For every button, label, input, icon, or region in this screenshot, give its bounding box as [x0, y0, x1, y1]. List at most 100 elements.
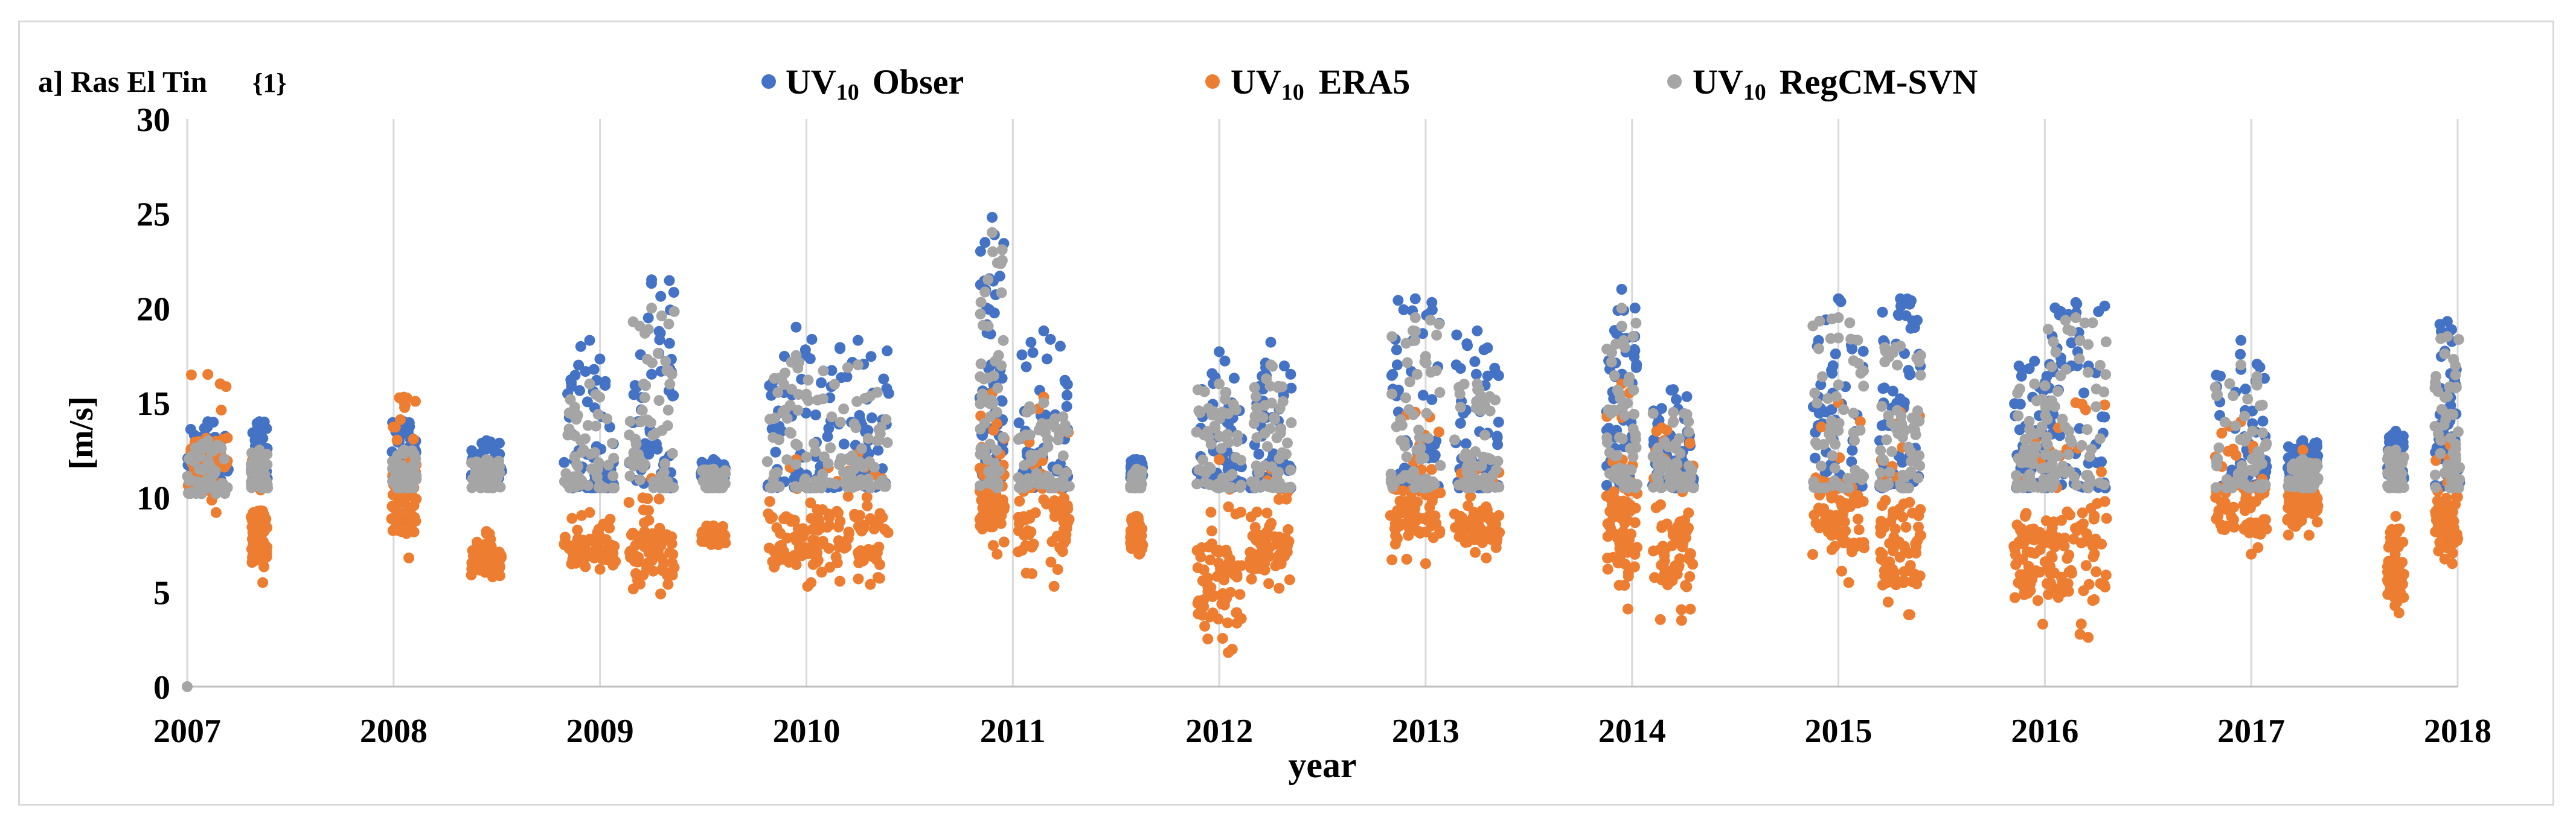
- point-era5: [2070, 397, 2081, 408]
- point-regcm: [197, 443, 208, 454]
- point-regcm: [769, 373, 780, 384]
- point-regcm: [1481, 483, 1492, 493]
- point-regcm: [1286, 417, 1297, 428]
- point-era5: [1854, 416, 1866, 428]
- point-era5: [2244, 517, 2256, 528]
- point-obser: [582, 396, 593, 408]
- point-era5: [214, 378, 226, 390]
- point-obser: [1887, 385, 1898, 397]
- point-era5: [1251, 563, 1262, 574]
- point-era5: [1676, 604, 1687, 615]
- point-regcm: [1033, 478, 1044, 490]
- point-regcm: [1252, 408, 1264, 420]
- point-obser: [1451, 329, 1463, 341]
- point-regcm: [2094, 433, 2106, 444]
- point-era5: [986, 507, 998, 518]
- point-obser: [1398, 304, 1409, 315]
- point-era5: [2393, 607, 2405, 618]
- point-era5: [2028, 524, 2039, 535]
- point-obser: [1630, 362, 1642, 373]
- point-obser: [1903, 365, 1914, 376]
- point-regcm: [2288, 458, 2299, 470]
- point-obser: [628, 389, 639, 400]
- point-regcm: [1014, 433, 1025, 444]
- point-era5: [2385, 583, 2396, 595]
- point-regcm: [2060, 315, 2071, 326]
- point-regcm: [786, 383, 798, 395]
- point-era5: [2246, 548, 2257, 560]
- point-regcm: [2076, 440, 2087, 451]
- point-regcm: [1855, 367, 1866, 379]
- point-era5: [2055, 571, 2067, 583]
- point-era5: [1389, 523, 1400, 534]
- point-regcm: [1277, 396, 1289, 407]
- point-regcm: [842, 362, 853, 373]
- point-regcm: [2432, 386, 2444, 397]
- point-regcm: [1630, 429, 1641, 440]
- point-obser: [838, 438, 850, 450]
- point-era5: [469, 562, 481, 573]
- point-era5: [663, 568, 674, 579]
- point-regcm: [992, 483, 1003, 493]
- point-era5: [1392, 533, 1403, 544]
- point-era5: [1876, 521, 1888, 532]
- x-tick-label: 2012: [1185, 713, 1253, 750]
- point-regcm: [1435, 460, 1446, 471]
- point-era5: [255, 554, 266, 565]
- point-regcm: [2254, 482, 2266, 493]
- point-era5: [202, 369, 214, 380]
- point-obser: [2070, 297, 2081, 308]
- point-regcm: [979, 418, 990, 429]
- point-regcm: [1248, 418, 1260, 429]
- y-tick-label: 15: [136, 385, 170, 423]
- point-era5: [1602, 553, 1613, 564]
- point-obser: [185, 424, 196, 435]
- point-regcm: [810, 446, 821, 457]
- point-era5: [822, 522, 833, 533]
- point-regcm: [829, 478, 841, 490]
- point-era5: [409, 512, 420, 523]
- point-regcm: [2071, 479, 2082, 491]
- point-era5: [1602, 563, 1613, 575]
- point-obser: [2251, 359, 2263, 370]
- point-regcm: [408, 460, 419, 471]
- point-obser: [774, 420, 785, 432]
- point-regcm: [1479, 399, 1490, 411]
- point-era5: [1273, 493, 1284, 505]
- point-era5: [1810, 518, 1822, 529]
- point-regcm: [590, 389, 601, 400]
- point-era5: [2385, 532, 2396, 544]
- point-regcm: [865, 483, 876, 493]
- point-era5: [1193, 608, 1204, 620]
- point-era5: [1659, 550, 1670, 562]
- point-regcm: [668, 306, 680, 317]
- point-era5: [662, 579, 674, 590]
- point-regcm: [663, 365, 674, 376]
- point-era5: [1223, 501, 1234, 513]
- point-obser: [1648, 434, 1659, 446]
- point-regcm: [1472, 378, 1483, 390]
- point-regcm: [990, 356, 1001, 367]
- point-era5: [807, 534, 819, 545]
- point-obser: [600, 376, 611, 387]
- point-obser: [2445, 400, 2456, 411]
- point-obser: [1681, 391, 1693, 402]
- point-era5: [1677, 517, 1689, 528]
- point-regcm: [985, 394, 997, 406]
- point-regcm: [2019, 443, 2031, 455]
- point-era5: [1014, 495, 1025, 507]
- point-regcm: [2449, 454, 2461, 465]
- point-regcm: [2040, 435, 2051, 447]
- point-regcm: [1844, 317, 1856, 329]
- point-era5: [1848, 494, 1860, 505]
- point-obser: [629, 380, 641, 391]
- point-regcm: [1458, 451, 1470, 463]
- point-regcm: [992, 406, 1002, 418]
- point-era5: [261, 522, 273, 533]
- x-tick-label: 2015: [1805, 713, 1873, 750]
- point-era5: [1656, 520, 1668, 531]
- point-era5: [643, 505, 654, 516]
- point-era5: [1898, 498, 1909, 510]
